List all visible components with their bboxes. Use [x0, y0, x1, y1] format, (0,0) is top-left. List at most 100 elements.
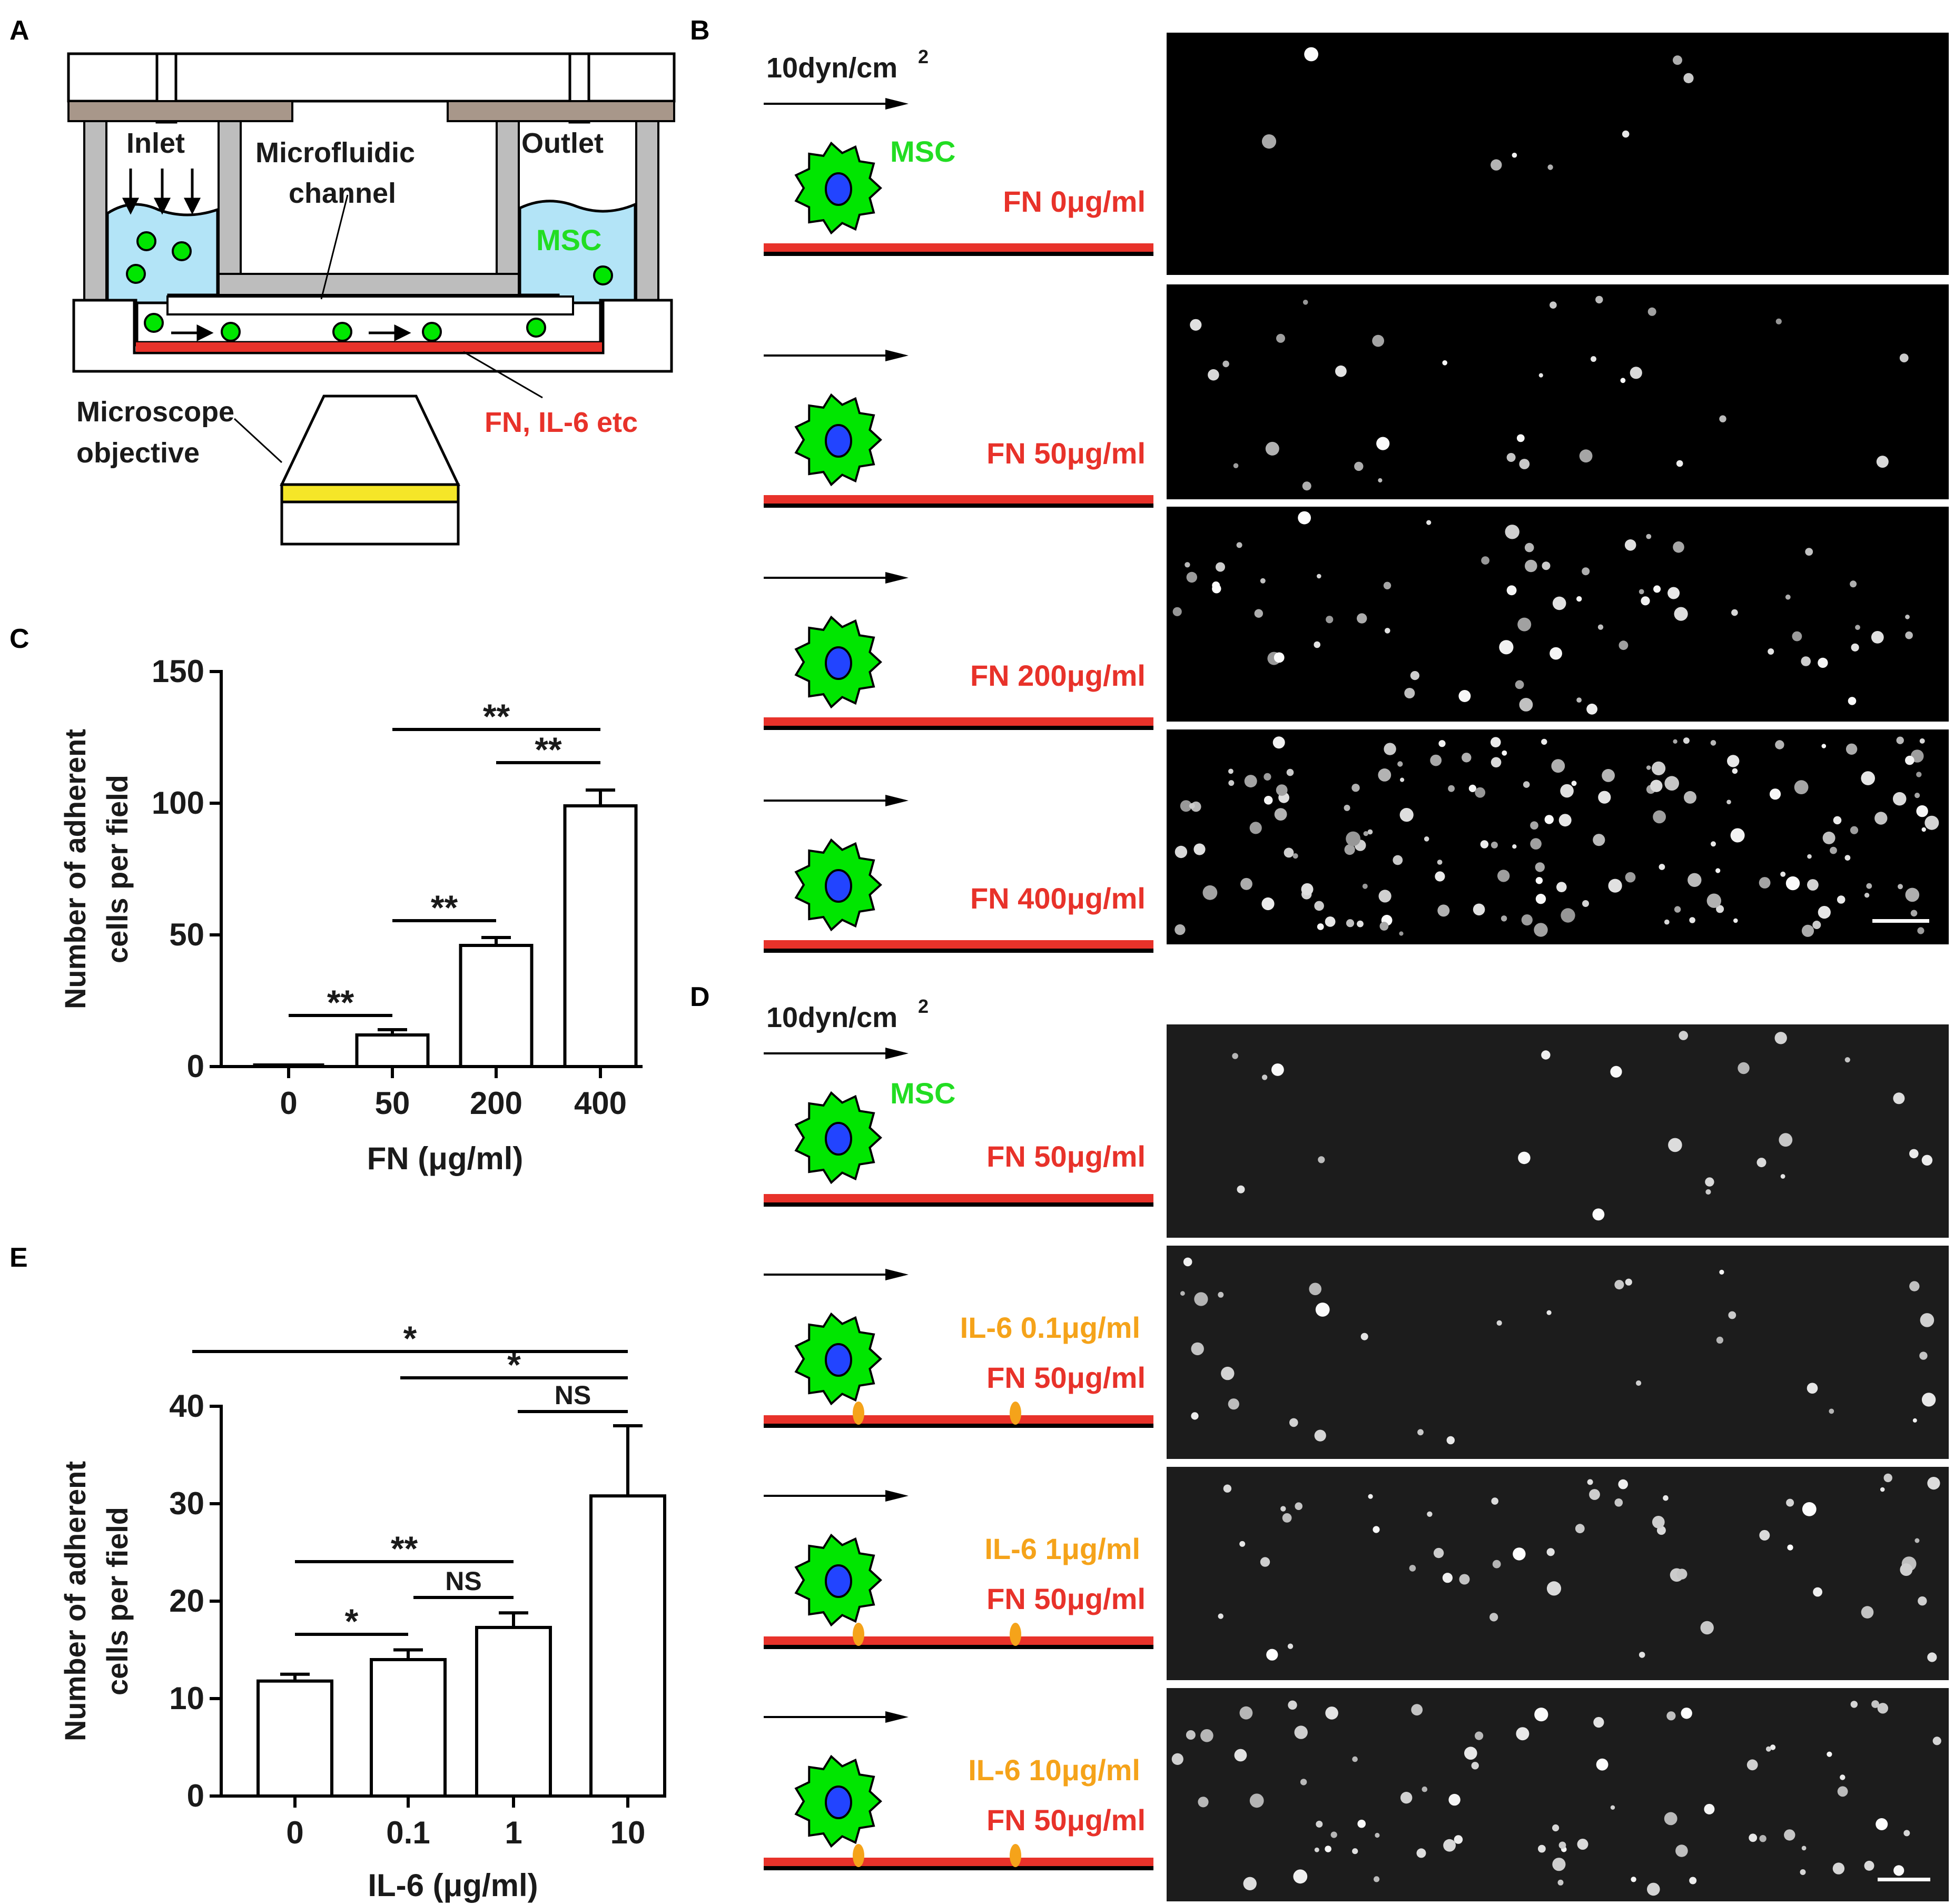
- panel-d-image-3-cell: [1234, 1749, 1247, 1762]
- panel-b-image-3-cell: [1367, 829, 1373, 835]
- panel-d-substrate-1: [764, 1424, 1153, 1428]
- channel-label-line2: channel: [289, 177, 396, 209]
- panel-d-image-3-cell: [1681, 1708, 1692, 1719]
- panel-b-image-3-cell: [1244, 775, 1257, 788]
- panel-d-image-3-cell: [1198, 1797, 1209, 1808]
- panel-b-image-2-cell: [1905, 631, 1913, 639]
- panel-b-image-3-cell: [1916, 805, 1928, 817]
- panel-d-image-2-cell: [1587, 1479, 1593, 1485]
- panel-b-image-3-cell: [1821, 744, 1827, 748]
- objective-label-line2: objective: [76, 437, 200, 469]
- panel-b-image-2-cell: [1499, 640, 1514, 655]
- panel-b-image-2-cell: [1458, 690, 1471, 702]
- panel-b-image-3-cell: [1689, 917, 1695, 923]
- panel-d-image-3-cell: [1374, 1876, 1380, 1882]
- panel-b-image-2-cell: [1552, 596, 1566, 610]
- panel-d-image-3-cell: [1765, 1746, 1771, 1752]
- panel-b-image-3-cell: [1837, 895, 1846, 904]
- bar: [563, 804, 638, 1068]
- panel-d-image-1: [1167, 1246, 1949, 1459]
- panel-b-image-3-cell: [1344, 844, 1355, 855]
- panel-b-image-2-cell: [1524, 542, 1534, 553]
- panel-b-image-3-cell: [1202, 885, 1218, 900]
- bar: [475, 1625, 552, 1798]
- panel-b-image-2-cell: [1805, 548, 1813, 556]
- panel-d-substrate-0: [764, 1202, 1153, 1207]
- panel-d-image-2-cell: [1813, 1587, 1823, 1597]
- panel-b-image-3-cell: [1925, 815, 1939, 830]
- panel-d-image-2-cell: [1639, 1652, 1645, 1658]
- panel-b-image-3-cell: [1535, 877, 1543, 884]
- panel-b-image-2-cell: [1298, 511, 1311, 525]
- panel-d-cell-3-nucleus: [825, 1785, 852, 1819]
- panel-d-shear-label: 10dyn/cm: [766, 1002, 897, 1033]
- panel-d-image-0-cell: [1592, 1208, 1605, 1221]
- panel-b-image-2-cell: [1851, 643, 1859, 652]
- panel-d-image-0-cell: [1668, 1138, 1682, 1152]
- panel-b-image-2-cell: [1385, 628, 1390, 634]
- panel-b-image-2-cell: [1550, 647, 1563, 660]
- x-tick-label: 0: [286, 1815, 303, 1850]
- panel-d-image-3-cell: [1759, 1835, 1767, 1842]
- panel-b-image-3-cell: [1378, 768, 1392, 782]
- panel-b-image-1-cell: [1550, 301, 1557, 309]
- panel-b-image-2-cell: [1576, 596, 1582, 602]
- panel-b-substrate-0: [764, 252, 1153, 256]
- channel-flow-arrows: [171, 324, 411, 342]
- panel-d-image-0-cell: [1705, 1177, 1714, 1187]
- panel-b-image-3-cell: [1684, 791, 1696, 804]
- panel-b-image-3-cell: [1544, 815, 1554, 824]
- device-schematic: Inlet Outlet Microfluidic channel MSC FN…: [67, 52, 676, 546]
- panel-b-image-2-cell: [1850, 580, 1857, 588]
- panel-d-fn-label-3: FN 50μg/ml: [986, 1803, 1146, 1837]
- panel-d-image-1-cell: [1183, 1257, 1192, 1267]
- panel-b-image-3-cell: [1732, 768, 1738, 774]
- panel-b-image-3-cell: [1264, 773, 1271, 781]
- panel-b-image-1-cell: [1579, 449, 1593, 463]
- panel-b-image-1-cell: [1372, 334, 1385, 347]
- panel-d-image-3-cell: [1850, 1701, 1858, 1708]
- panel-b-image-3-cell: [1818, 906, 1831, 919]
- panel-d-image-3-cell: [1316, 1820, 1323, 1828]
- panel-b-image-1-cell: [1620, 378, 1626, 383]
- panel-d-fn-label-1: FN 50μg/ml: [986, 1361, 1146, 1394]
- panel-b-image-3-cell: [1240, 877, 1252, 890]
- panel-b-image-3-cell: [1317, 923, 1324, 930]
- panel-b-image-3-cell: [1706, 893, 1721, 908]
- panel-b-coating-2: [764, 717, 1153, 726]
- panel-b-image-2-cell: [1186, 571, 1197, 583]
- panel-d-image-2-cell: [1546, 1581, 1562, 1596]
- panel-d-il6-label-2: IL-6 1μg/ml: [984, 1532, 1140, 1565]
- panel-b-image-1-cell: [1899, 353, 1909, 362]
- panel-d-image-1-cell: [1315, 1303, 1330, 1317]
- panel-d-image-2-cell: [1618, 1479, 1628, 1489]
- panel-d-image-2-cell: [1295, 1502, 1302, 1510]
- panel-d-image-1-cell: [1496, 1320, 1502, 1326]
- panel-d-image-3-cell: [1704, 1803, 1715, 1814]
- panel-b-image-3-cell: [1351, 784, 1360, 792]
- panel-b-image-1-cell: [1876, 456, 1889, 468]
- y-tick-label: 20: [169, 1583, 204, 1619]
- y-tick-label: 150: [152, 654, 204, 689]
- panel-b-scale-bar: [1872, 919, 1929, 923]
- bar: [459, 944, 534, 1068]
- panel-b-image-3-cell: [1780, 871, 1786, 877]
- panel-d-image-3-cell: [1893, 1865, 1904, 1876]
- y-tick-label: 0: [187, 1778, 204, 1813]
- panel-b-image-3-cell: [1473, 903, 1485, 916]
- panel-d-image-3-cell: [1325, 1846, 1331, 1852]
- panel-b-image-3-cell: [1874, 812, 1888, 825]
- panel-b-image-2-cell: [1639, 589, 1644, 595]
- panel-b-image-1-cell: [1591, 356, 1596, 362]
- panel-label-a: A: [9, 15, 29, 46]
- panel-b: 10dyn/cm 2 MSC FN 0μg/ml FN 50μg/ml FN 200μg/…: [764, 33, 1949, 953]
- panel-d-image-3-cell: [1422, 1786, 1428, 1792]
- panel-d-image-1-cell: [1920, 1313, 1935, 1327]
- inlet-arrows: [122, 169, 201, 215]
- panel-d-image-3-cell: [1746, 1759, 1758, 1771]
- significance-label: NS: [555, 1380, 591, 1410]
- panel-b-coating-3: [764, 940, 1153, 949]
- panel-b-image-2-cell: [1597, 624, 1604, 630]
- panel-b-image-0-cell: [1261, 134, 1277, 149]
- panel-d-image-2-cell: [1700, 1621, 1714, 1635]
